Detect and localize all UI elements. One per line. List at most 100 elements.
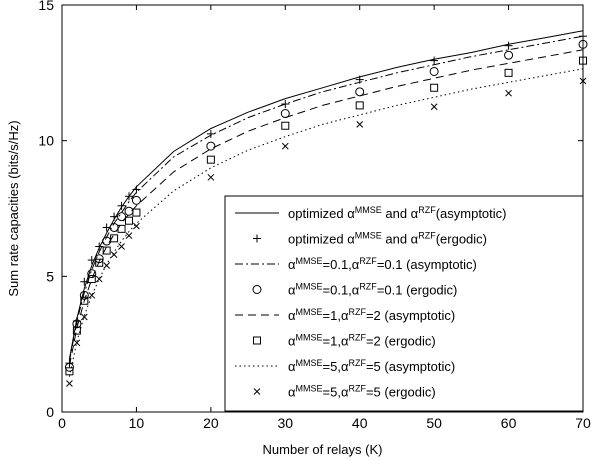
data-point <box>206 155 215 164</box>
series-line-2 <box>68 35 584 362</box>
marker-stroke <box>66 380 73 387</box>
x-tick-label: 70 <box>575 415 591 431</box>
marker-stroke <box>110 251 118 258</box>
data-point <box>87 256 96 265</box>
data-point <box>117 201 126 210</box>
data-point <box>117 224 126 233</box>
legend-entry-4: αMMSE=1,αRZF=2 (asymptotic) <box>235 307 455 323</box>
series-line-4 <box>68 49 584 366</box>
y-tick-label: 0 <box>46 404 54 420</box>
data-point <box>103 262 111 269</box>
data-point <box>505 89 512 97</box>
legend-marker-sample <box>252 285 262 294</box>
data-point <box>88 291 96 299</box>
data-point <box>124 216 133 225</box>
marker-stroke <box>95 275 103 283</box>
marker-stroke <box>281 142 289 150</box>
data-point <box>206 129 215 138</box>
data-point <box>430 56 439 65</box>
y-tick-label: 15 <box>38 0 54 13</box>
marker-stroke <box>125 232 133 239</box>
legend-label: αMMSE=5,αRZF=5 (asymptotic) <box>288 358 455 374</box>
legend-entry-0: optimized αMMSE and αRZF(asymptotic) <box>235 205 507 221</box>
legend-label: αMMSE=0.1,αRZF=0.1 (ergodic) <box>288 282 457 298</box>
data-point <box>355 101 364 110</box>
series-2 <box>68 35 584 362</box>
series-5 <box>65 56 587 376</box>
data-point <box>504 68 513 77</box>
marker-stroke <box>118 243 125 250</box>
marker-stroke <box>207 173 215 181</box>
legend-marker-sample <box>253 336 261 345</box>
marker-stroke <box>133 222 140 230</box>
series-3 <box>64 39 588 372</box>
plot-area <box>64 30 588 387</box>
data-point <box>72 319 82 329</box>
data-point <box>65 367 74 376</box>
data-point <box>80 296 89 305</box>
legend-entry-5: αMMSE=1,αRZF=2 (ergodic) <box>253 333 436 349</box>
marker-stroke <box>80 313 88 321</box>
series-7 <box>66 77 587 387</box>
marker-stroke <box>430 103 438 111</box>
data-point <box>95 275 103 283</box>
legend-label: αMMSE=0.1,αRZF=0.1 (asymptotic) <box>288 256 477 272</box>
data-point <box>117 212 127 222</box>
x-tick-label: 0 <box>58 415 66 431</box>
legend-entry-6: αMMSE=5,αRZF=5 (asymptotic) <box>235 358 455 374</box>
marker-stroke <box>253 388 261 395</box>
data-point <box>80 277 89 286</box>
legend-entry-3: αMMSE=0.1,αRZF=0.1 (ergodic) <box>252 282 457 298</box>
data-point <box>73 339 81 347</box>
data-point <box>118 243 125 250</box>
x-tick-label: 40 <box>352 415 368 431</box>
legend-entry-7: αMMSE=5,αRZF=5 (ergodic) <box>253 384 436 400</box>
legend-label: optimized αMMSE and αRZF(asymptotic) <box>288 205 507 221</box>
data-point <box>80 313 88 321</box>
x-tick-label: 10 <box>129 415 145 431</box>
legend-label: αMMSE=1,αRZF=2 (ergodic) <box>288 333 436 349</box>
data-point <box>110 212 119 221</box>
x-tick-label: 20 <box>203 415 219 431</box>
marker-stroke <box>88 291 96 299</box>
legend-entry-2: αMMSE=0.1,αRZF=0.1 (asymptotic) <box>235 256 477 272</box>
x-axis-label: Number of relays (K) <box>263 442 383 457</box>
data-point <box>87 269 97 279</box>
data-point <box>206 141 216 151</box>
data-point <box>94 254 104 264</box>
legend-label: αMMSE=1,αRZF=2 (asymptotic) <box>288 307 455 323</box>
x-tick-label: 50 <box>426 415 442 431</box>
data-point <box>102 246 111 255</box>
marker-stroke <box>356 121 364 128</box>
data-point <box>124 192 133 201</box>
legend-label: optimized αMMSE and αRZF(ergodic) <box>288 231 487 247</box>
data-point <box>356 121 364 128</box>
data-point <box>504 41 513 50</box>
legend-entry-1: optimized αMMSE and αRZF(ergodic) <box>253 231 487 247</box>
legend-box <box>224 195 584 412</box>
y-axis-label: Sum rate capacities (bits/s/Hz) <box>6 120 21 296</box>
data-point <box>125 232 133 239</box>
x-tick-label: 60 <box>501 415 517 431</box>
marker-stroke <box>73 339 81 347</box>
data-point <box>504 50 514 60</box>
data-point <box>355 87 365 97</box>
data-point <box>429 66 439 76</box>
data-point <box>133 222 140 230</box>
x-tick-label: 30 <box>277 415 293 431</box>
y-tick-label: 10 <box>38 133 54 149</box>
data-point <box>72 326 81 335</box>
data-point <box>131 195 141 205</box>
data-point <box>102 223 111 232</box>
data-point <box>281 121 290 130</box>
data-point <box>95 242 104 251</box>
legend-marker-sample <box>253 388 261 395</box>
legend: optimized αMMSE and αRZF(asymptotic) opti… <box>224 195 584 412</box>
data-point <box>110 234 119 243</box>
data-point <box>110 251 118 258</box>
y-tick-label: 5 <box>46 268 54 284</box>
data-point <box>430 103 438 111</box>
series-4 <box>68 49 584 366</box>
data-point <box>95 258 104 267</box>
